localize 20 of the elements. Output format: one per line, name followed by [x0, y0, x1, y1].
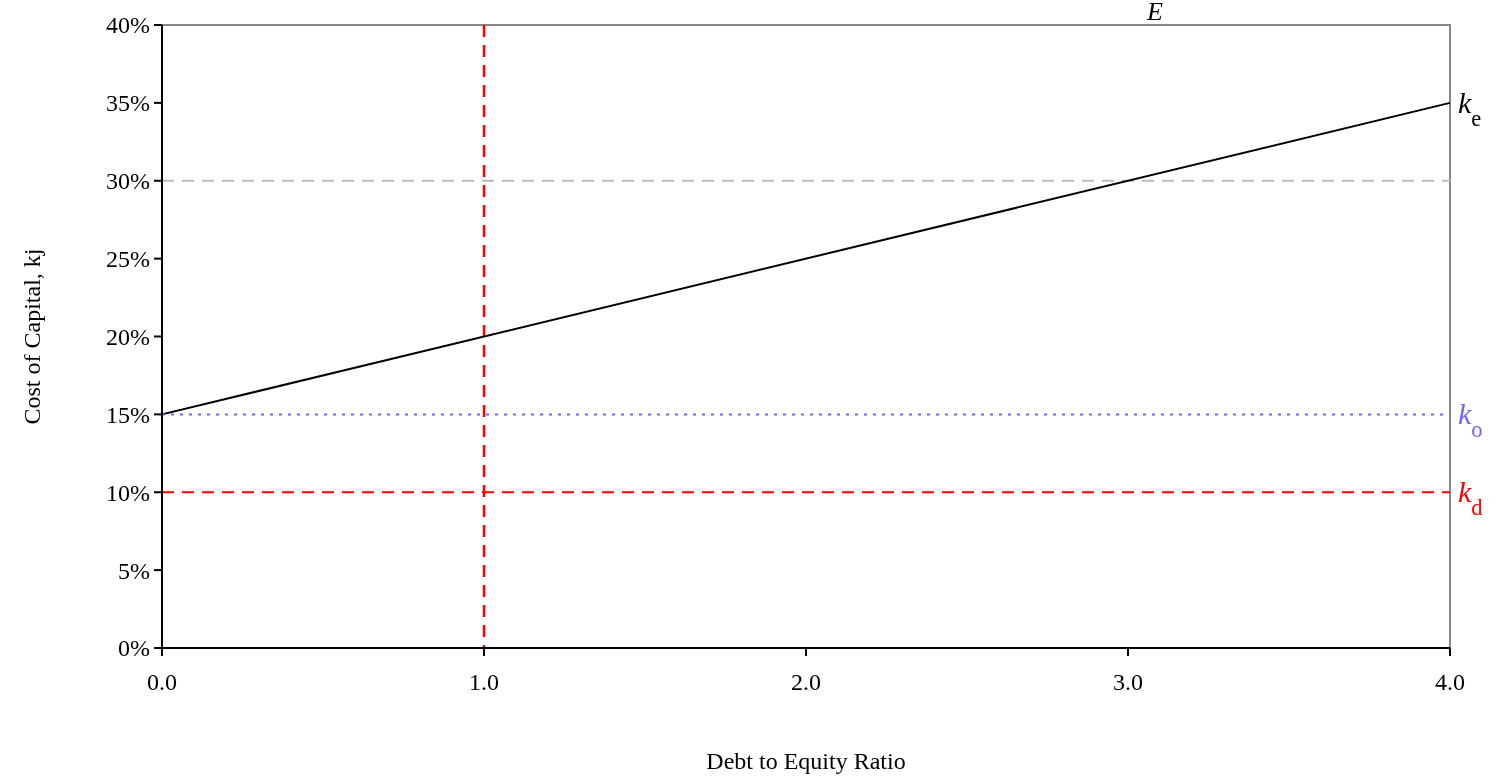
y-tick-label: 20%: [106, 323, 150, 350]
x-tick-label: 0.0: [147, 669, 177, 695]
y-tick-label: 30%: [106, 168, 150, 195]
y-axis-title: Cost of Capital, kj: [19, 248, 45, 425]
y-tick-label: 25%: [106, 246, 150, 273]
y-tick-label: 35%: [106, 90, 150, 117]
x-tick-label: 2.0: [791, 669, 821, 695]
y-tick-label: 40%: [106, 12, 150, 39]
y-tick-label: 5%: [118, 557, 150, 584]
x-tick-label: 3.0: [1113, 669, 1143, 695]
series-label: k$_{d}$: [1458, 475, 1483, 520]
y-tick-label: 15%: [106, 401, 150, 428]
y-tick-label: 0%: [118, 635, 150, 662]
series-label: k$_{e}$: [1458, 85, 1482, 131]
x-tick-label: 1.0: [469, 669, 499, 695]
x-axis-title: Debt to Equity Ratio: [706, 748, 906, 774]
series-label: k$_{o}$: [1458, 397, 1483, 442]
y-tick-label: 10%: [106, 479, 150, 506]
x-tick-label: 4.0: [1435, 669, 1465, 695]
annotation: E: [1146, 0, 1164, 26]
